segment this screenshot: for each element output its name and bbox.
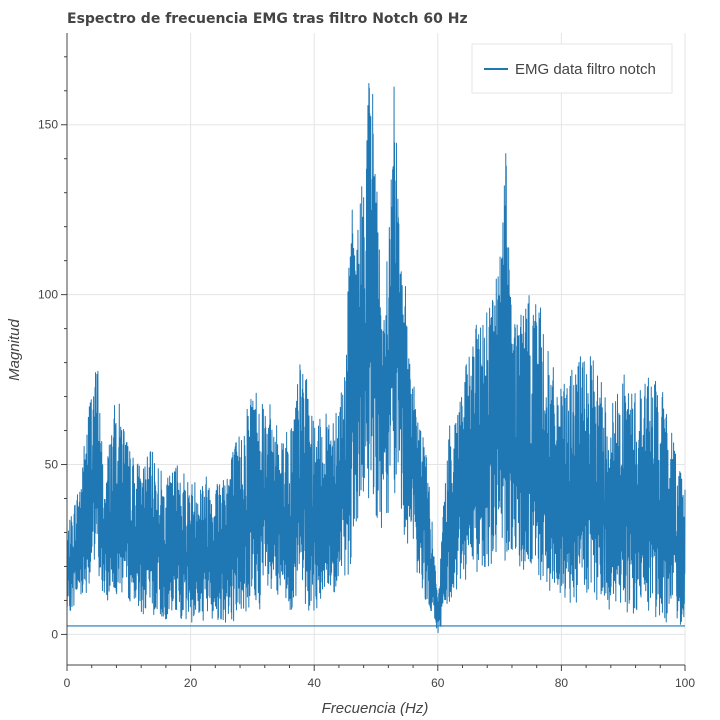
chart-title: Espectro de frecuencia EMG tras filtro N… xyxy=(67,11,468,27)
y-tick-label: 150 xyxy=(38,118,58,132)
emg-spectrum-line xyxy=(66,83,686,634)
y-tick-label: 100 xyxy=(38,288,58,302)
y-tick-label: 0 xyxy=(51,627,58,641)
x-tick-label: 0 xyxy=(64,676,71,690)
x-tick-label: 20 xyxy=(184,676,198,690)
x-tick-label: 60 xyxy=(431,676,445,690)
x-tick-label: 80 xyxy=(555,676,569,690)
y-tick-label: 50 xyxy=(45,458,59,472)
legend: EMG data filtro notch xyxy=(471,43,673,94)
series-layer xyxy=(66,83,686,634)
y-axis-label: Magnitud xyxy=(6,318,23,380)
ticks-layer: 0 20 40 60 80 100 0 50 100 150 xyxy=(38,56,695,690)
x-axis-label: Frecuencia (Hz) xyxy=(322,700,429,717)
legend-label: EMG data filtro notch xyxy=(515,61,656,78)
axes-layer xyxy=(66,33,685,666)
x-tick-label: 100 xyxy=(675,676,695,690)
x-tick-label: 40 xyxy=(308,676,322,690)
